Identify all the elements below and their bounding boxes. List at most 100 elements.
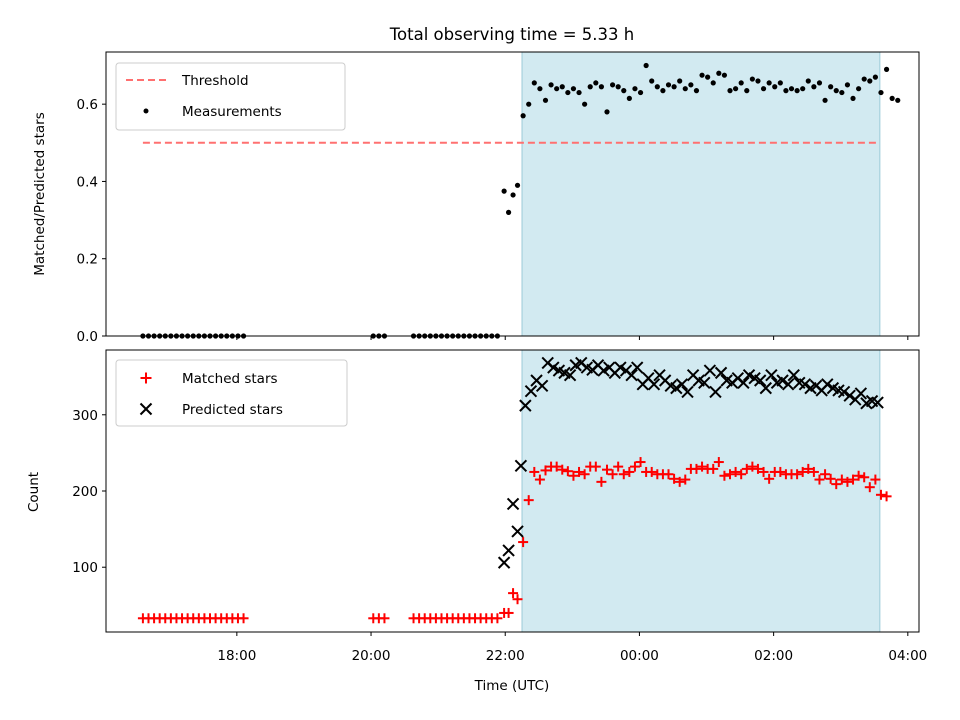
predicted-star-point [511,525,524,538]
matched-star-point [792,469,803,480]
matched-star-point [669,473,680,484]
measurement-point [744,88,750,94]
matched-star-point [881,491,892,502]
top-shaded-region [521,51,881,337]
predicted-stars-points [497,356,884,569]
predicted-x-b [832,384,845,397]
matched-star-point [568,470,579,481]
measurement-point [777,80,783,86]
predicted-star-point [502,544,515,557]
measurement-point [883,66,890,72]
predicted-x-b [664,379,677,393]
matched-star-point [820,469,831,480]
matched-star-point [503,607,514,618]
x-tick-label: 02:00 [754,648,793,664]
predicted-x-b [514,459,528,473]
top-legend-box [115,62,346,131]
predicted-x-b [681,385,694,399]
measurement-point [649,78,655,84]
predicted-star-point [843,389,856,402]
x-tick-label: 20:00 [352,648,391,664]
predicted-star-point [625,368,638,382]
predicted-star-point [753,374,767,387]
measurement-point [889,95,895,101]
x-axis-label: Time (UTC) [474,678,550,694]
predicted-x-b [709,385,722,399]
bottom-y-tick-label: 300 [72,408,98,424]
predicted-x-b [787,368,800,382]
bottom-y-tick-label: 100 [72,560,98,576]
predicted-star-point [759,381,773,395]
top-x-ticks [236,336,909,340]
measurement-point [839,89,845,96]
matched-star-point [730,466,741,477]
predicted-x-b [821,378,834,391]
matched-star-point [646,466,657,477]
predicted-star-point [781,378,795,391]
predicted-x-b [552,364,566,377]
matched-star-point [529,466,540,477]
measurement-point [811,84,817,90]
predicted-star-point [675,378,689,391]
predicted-star-point [714,366,728,380]
matched-star-point [875,489,886,500]
matched-star-point [512,594,523,605]
measurement-point [760,86,767,92]
top-legend: Threshold Measurements [115,62,346,131]
predicted-star-point [854,387,868,400]
predicted-x-b [535,379,549,393]
measurement-point [833,88,839,94]
matched-star-point [613,461,624,472]
matched-star-point [579,469,590,480]
top-y-axis-label: Matched/Predicted stars [32,112,48,275]
top-y-tick-label: 0.6 [77,97,98,113]
matched-star-point [758,466,769,477]
measurement-point [738,80,744,86]
predicted-x-b [798,378,812,391]
predicted-x-b [865,394,879,408]
measurement-point [665,82,672,88]
predicted-x-b [871,396,884,409]
predicted-star-point [776,374,789,387]
predicted-star-point [524,384,538,398]
measurement-point [531,80,537,86]
measurement-point [514,182,521,188]
predicted-star-point [506,497,520,511]
matched-star-point [574,466,585,477]
measurement-point [609,82,616,88]
measurement-point [598,84,605,90]
predicted-star-point [497,556,511,569]
matched-star-point [607,469,618,480]
predicted-star-point [514,459,528,473]
x-tick-label: 22:00 [486,648,525,664]
legend-matched-swatch [140,372,152,384]
measurement-point [537,86,543,92]
predicted-x-b [580,361,594,374]
predicted-x-b [720,374,733,387]
measurement-point [526,101,532,107]
predicted-x-b [524,384,538,398]
measurement-point [654,84,660,90]
measurement-point [593,80,599,86]
predicted-x-b [753,374,767,387]
measurement-point [660,88,666,94]
predicted-star-point [647,378,661,391]
measurement-point [772,84,778,90]
matched-star-point [836,474,847,485]
bottom-panel: 100 200 300 18:00 20:00 22:00 00:00 02:00 04:00… [26,349,927,694]
matched-star-point [752,463,763,474]
predicted-star-point [681,385,694,399]
matched-star-point [492,613,503,624]
predicted-x-b [698,376,711,389]
matched-star-point [853,470,864,481]
bottom-shaded-region [521,349,881,633]
bottom-y-axis-label: Count [26,472,42,512]
matched-star-point [508,588,519,599]
matched-stars-points [137,457,892,624]
measurement-point [816,80,823,86]
measurement-point [867,78,873,84]
measurement-point [856,86,862,92]
measurement-point [510,192,516,198]
predicted-x-b [511,525,524,538]
matched-star-point [814,474,825,485]
